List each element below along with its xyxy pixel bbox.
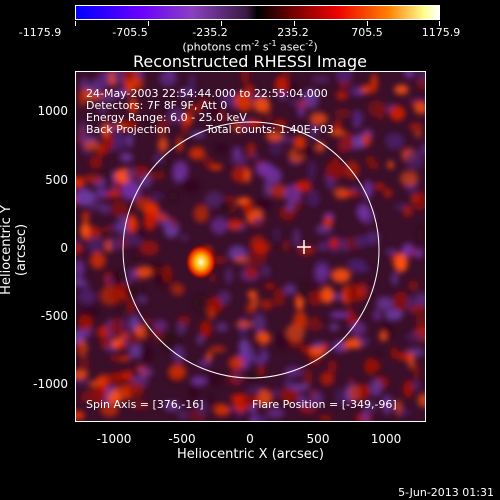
energy-range-label: Energy Range: 6.0 - 25.0 keV	[86, 111, 247, 124]
colorbar-tick-label: 235.2	[277, 26, 309, 39]
x-tick-label: 1000	[370, 432, 402, 446]
timestamp-footer: 5-Jun-2013 01:31	[398, 486, 494, 499]
y-axis-label: Heliocentric Y (arcsec)	[0, 205, 29, 295]
y-tick-label: 0	[60, 241, 68, 255]
y-tick-label: -500	[40, 309, 68, 323]
colorbar-tick	[148, 21, 149, 26]
total-counts-label: Total counts: 1.40E+03	[206, 123, 334, 136]
reconstructed-image	[76, 72, 425, 421]
colorbar-tick	[294, 21, 295, 26]
flare-position-label: Flare Position = [-349,-96]	[252, 398, 397, 411]
colorbar-tick-label: -705.5	[112, 26, 148, 39]
x-tick-label: -500	[168, 432, 196, 446]
flare-source	[185, 244, 217, 280]
colorbar-tick	[75, 21, 76, 26]
colorbar-tick-label: 705.5	[351, 26, 383, 39]
colorbar-tick	[367, 21, 368, 26]
colorbar-units: (photons cm-2 s-1 asec-2)	[182, 39, 318, 54]
colorbar-tick-label: -1175.9	[18, 26, 62, 39]
y-tick-label: -1000	[33, 377, 68, 391]
colorbar-tick	[439, 21, 440, 26]
colorbar	[75, 5, 440, 20]
x-axis-label: Heliocentric X (arcsec)	[177, 447, 324, 462]
colorbar-tick-label: 1175.9	[421, 26, 461, 39]
image-plot: 24-May-2003 22:54:44.000 to 22:55:04.000…	[75, 71, 426, 422]
detectors-label: Detectors: 7F 8F 9F, Att 0	[86, 99, 228, 112]
x-tick-label: 0	[246, 432, 254, 446]
plot-title: Reconstructed RHESSI Image	[133, 52, 367, 71]
time-range-label: 24-May-2003 22:54:44.000 to 22:55:04.000	[86, 87, 328, 100]
colorbar-tick-label: -235.2	[192, 26, 228, 39]
y-tick-label: 500	[45, 173, 68, 187]
x-tick-label: 500	[306, 432, 330, 446]
solar-limb	[122, 121, 380, 379]
spin-axis-label: Spin Axis = [376,-16]	[86, 398, 204, 411]
y-tick-label: 1000	[37, 104, 68, 118]
colorbar-tick	[221, 21, 222, 26]
method-label: Back Projection	[86, 123, 171, 136]
x-tick-label: -1000	[96, 432, 132, 446]
